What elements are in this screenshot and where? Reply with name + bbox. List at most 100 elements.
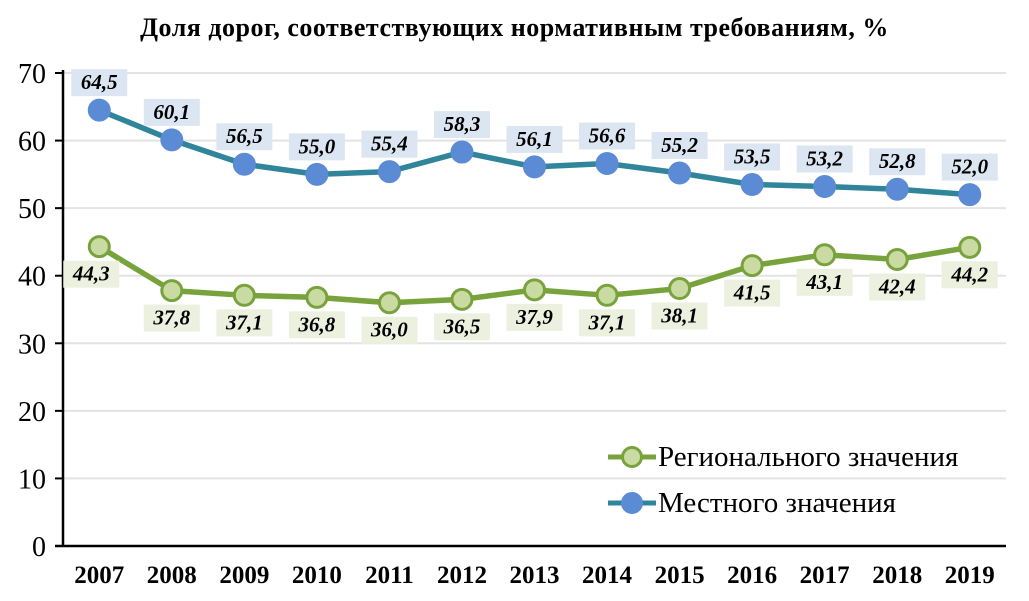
- data-point: [160, 128, 184, 152]
- x-tick-label: 2013: [510, 562, 560, 589]
- data-point: [232, 283, 256, 307]
- data-point: [523, 278, 546, 302]
- y-tick-label: 60: [18, 127, 46, 158]
- y-tick-label: 10: [18, 464, 46, 495]
- legend-item: Регионального значения: [608, 434, 958, 480]
- data-label: 58,3: [444, 112, 481, 136]
- data-label: 64,5: [81, 70, 118, 94]
- data-point: [958, 235, 982, 259]
- data-point: [740, 254, 764, 278]
- legend-label: Регионального значения: [658, 440, 959, 473]
- data-label: 44,2: [950, 262, 988, 286]
- data-label-box: [579, 309, 636, 337]
- data-point: [450, 287, 474, 311]
- legend: Регионального значения Местного значения: [608, 434, 958, 526]
- data-label: 53,2: [806, 147, 843, 171]
- data-point: [305, 285, 329, 309]
- data-label: 37,8: [152, 306, 190, 330]
- data-label-box: [651, 132, 708, 160]
- x-tick-label: 2019: [945, 562, 995, 589]
- data-point: [595, 152, 619, 176]
- data-label: 56,1: [516, 127, 553, 151]
- data-label-box: [724, 143, 781, 171]
- data-label: 56,6: [589, 124, 626, 148]
- data-point: [885, 177, 909, 201]
- data-point: [87, 98, 111, 122]
- legend-label: Местного значения: [658, 486, 897, 519]
- data-label: 55,2: [661, 133, 698, 157]
- data-label-box: [71, 69, 128, 97]
- data-point: [450, 140, 474, 164]
- y-tick-label: 20: [18, 397, 46, 428]
- data-point: [377, 160, 401, 184]
- x-tick-label: 2012: [437, 562, 487, 589]
- y-tick-label: 40: [18, 262, 46, 293]
- data-label-box: [361, 130, 418, 158]
- data-label-box: [796, 268, 853, 296]
- data-label: 52,8: [879, 149, 916, 173]
- data-point: [958, 183, 982, 207]
- data-label: 60,1: [153, 100, 190, 124]
- data-label-box: [506, 125, 563, 153]
- x-tick-label: 2017: [800, 562, 850, 589]
- data-label: 52,0: [951, 155, 988, 179]
- data-label: 41,5: [733, 281, 771, 305]
- data-label: 42,4: [878, 274, 916, 298]
- data-point: [668, 277, 692, 301]
- data-label-box: [143, 98, 200, 126]
- data-label: 37,1: [225, 310, 263, 334]
- data-point: [377, 291, 401, 315]
- x-tick-label: 2014: [582, 562, 633, 589]
- y-tick-label: 30: [18, 329, 46, 360]
- data-label: 37,1: [588, 310, 626, 334]
- data-point: [160, 279, 184, 303]
- data-label-box: [724, 279, 781, 307]
- data-point: [523, 155, 546, 179]
- data-label: 55,4: [371, 132, 408, 156]
- data-label: 53,5: [734, 144, 771, 168]
- legend-marker-icon: [608, 492, 656, 514]
- data-label-box: [941, 153, 998, 181]
- data-label-box: [143, 304, 200, 332]
- x-tick-label: 2008: [147, 562, 197, 589]
- data-label: 43,1: [805, 270, 843, 294]
- chart-title: Доля дорог, соответствующих нормативным …: [140, 13, 889, 42]
- x-tick-label: 2009: [219, 562, 269, 589]
- x-tick-label: 2007: [74, 562, 124, 589]
- data-point: [668, 161, 692, 185]
- x-tick-label: 2016: [727, 562, 777, 589]
- legend-item: Местного значения: [608, 480, 958, 526]
- data-label-box: [941, 261, 998, 289]
- data-point: [232, 152, 256, 176]
- x-tick-label: 2011: [365, 562, 414, 589]
- data-label: 44,3: [72, 262, 110, 286]
- y-tick-label: 0: [32, 532, 46, 563]
- data-label: 56,5: [226, 124, 263, 148]
- data-label: 55,0: [299, 134, 336, 158]
- data-label-box: [651, 302, 708, 330]
- data-label-box: [796, 145, 853, 173]
- data-label: 38,1: [660, 304, 698, 328]
- legend-marker-icon: [608, 446, 656, 468]
- data-label: 36,0: [370, 318, 408, 342]
- data-point: [595, 283, 619, 307]
- data-point: [740, 172, 764, 196]
- data-label: 36,5: [443, 314, 481, 338]
- data-point: [813, 243, 837, 267]
- data-label-box: [216, 123, 273, 151]
- data-point: [87, 235, 111, 259]
- data-point: [885, 247, 909, 271]
- data-label-box: [433, 111, 490, 139]
- data-point: [813, 175, 837, 199]
- data-label: 37,9: [515, 305, 553, 329]
- y-tick-label: 50: [18, 194, 46, 225]
- data-label-box: [433, 313, 490, 341]
- data-label: 36,8: [298, 312, 336, 336]
- data-label-box: [63, 260, 120, 288]
- data-label-box: [869, 148, 926, 176]
- data-label-box: [579, 122, 636, 150]
- x-tick-label: 2018: [872, 562, 922, 589]
- x-tick-label: 2015: [655, 562, 705, 589]
